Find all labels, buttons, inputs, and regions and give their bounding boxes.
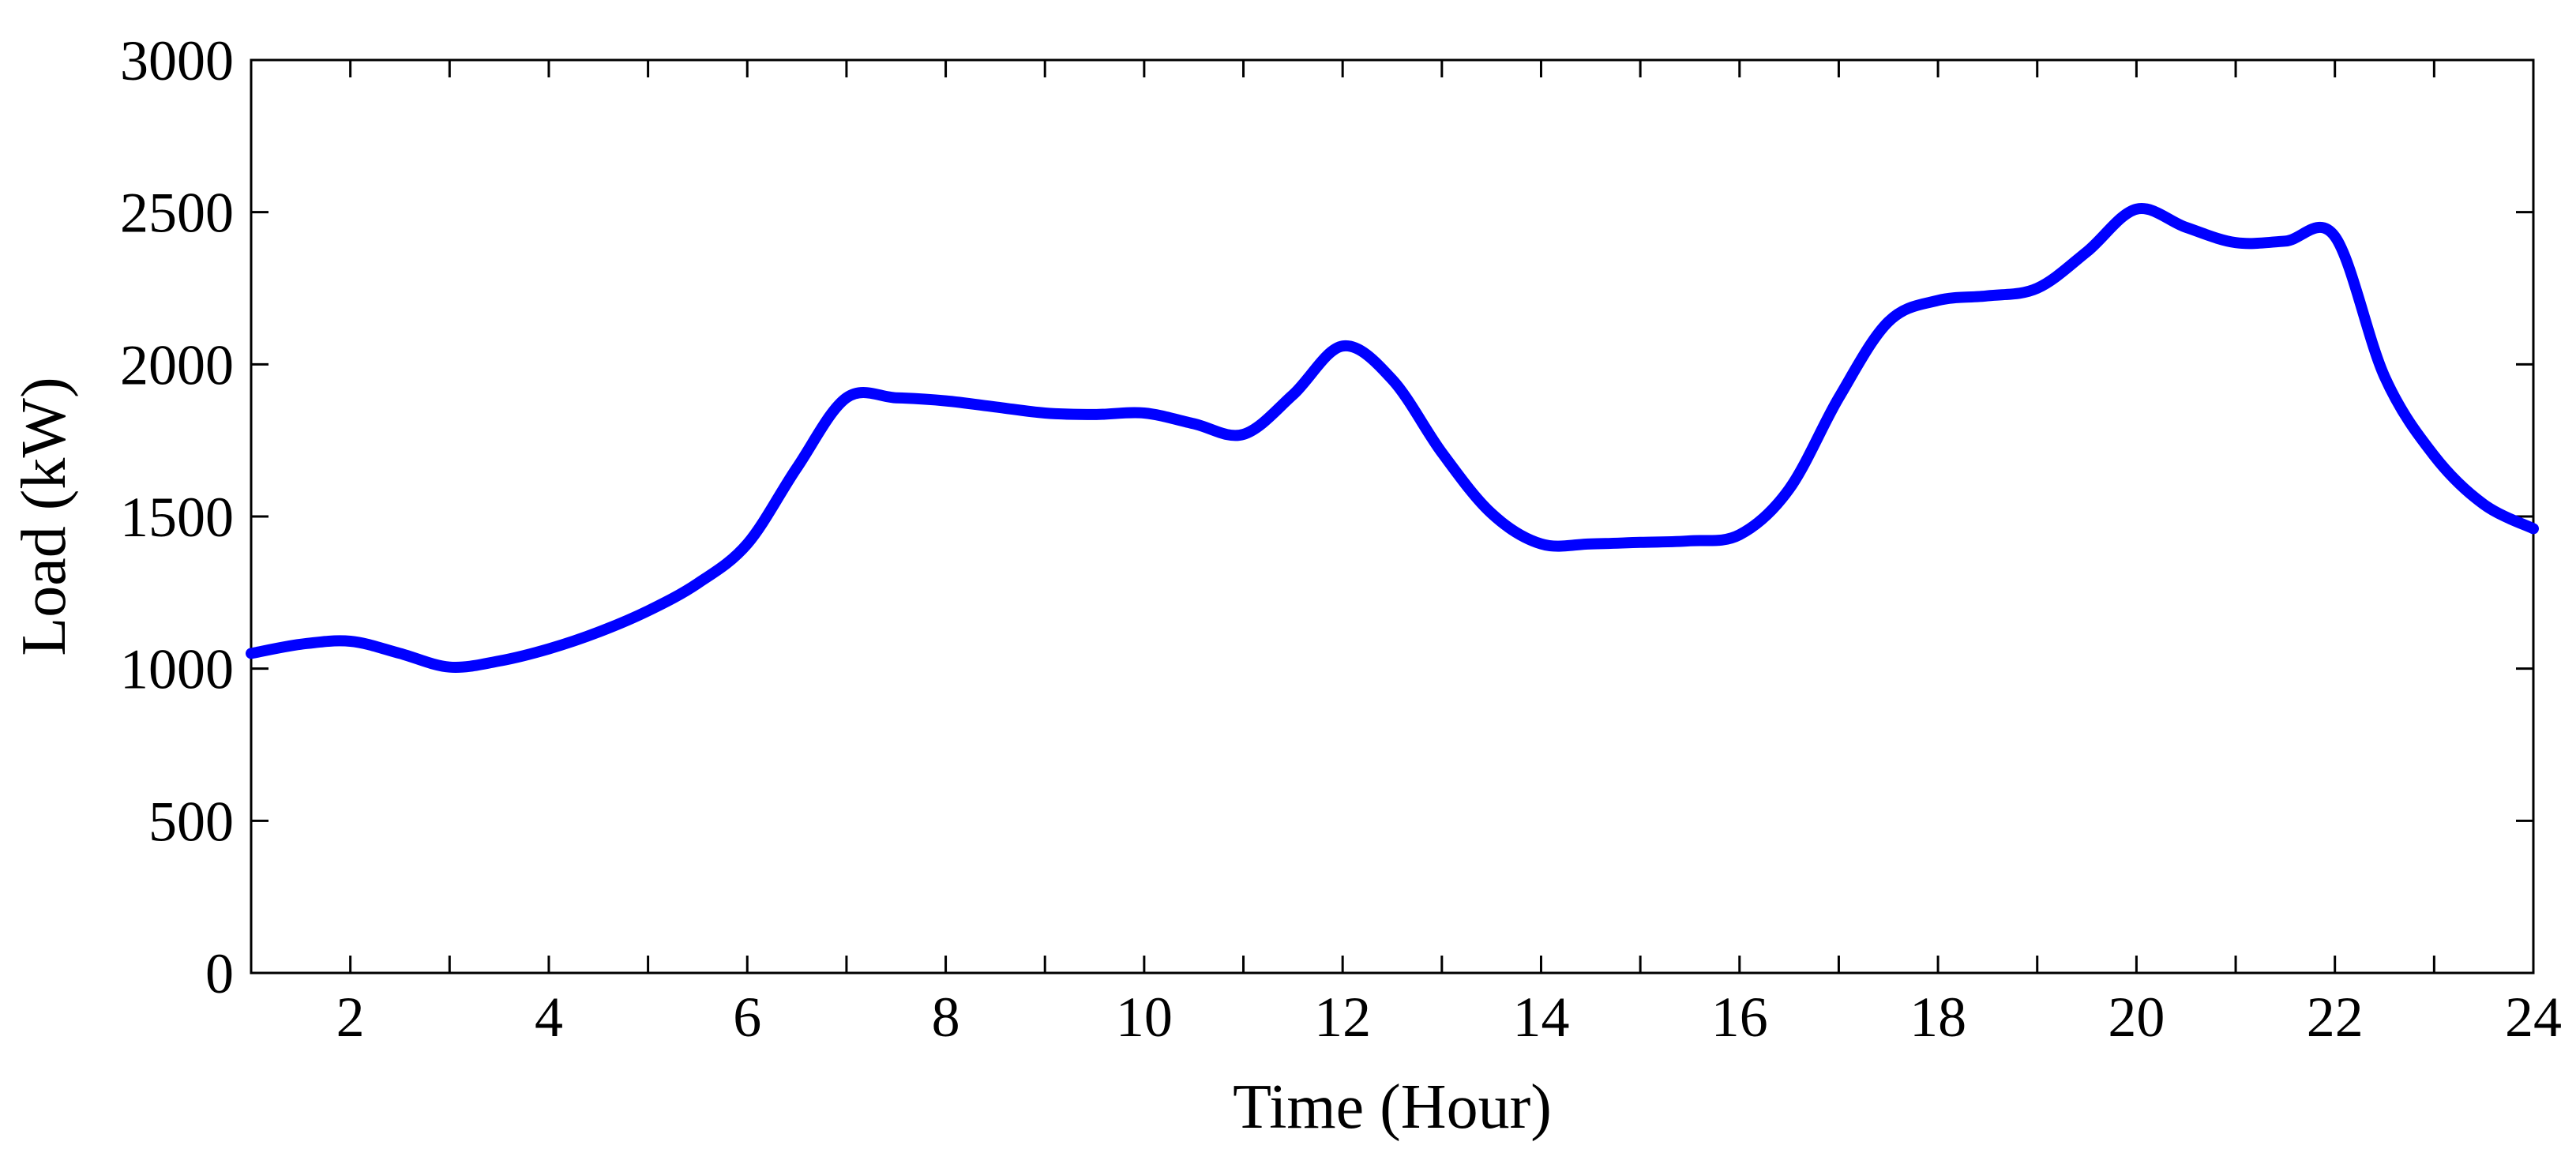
y-tick-label: 1500 bbox=[120, 486, 234, 549]
x-tick-label: 6 bbox=[733, 986, 761, 1049]
series-layer bbox=[246, 203, 2539, 673]
tick-marks bbox=[250, 58, 2535, 975]
x-axis-label: Time (Hour) bbox=[1233, 1072, 1552, 1142]
y-tick-label: 500 bbox=[148, 790, 234, 853]
x-tick-label: 20 bbox=[2108, 986, 2165, 1049]
y-tick-label: 0 bbox=[205, 942, 234, 1005]
x-tick-label: 10 bbox=[1116, 986, 1173, 1049]
y-tick-label: 2000 bbox=[120, 333, 234, 396]
load-series-line bbox=[246, 203, 2539, 673]
x-tick-label: 24 bbox=[2505, 986, 2562, 1049]
x-tick-label: 8 bbox=[932, 986, 960, 1049]
x-tick-label: 22 bbox=[2307, 986, 2364, 1049]
x-tick-label: 14 bbox=[1512, 986, 1569, 1049]
x-tick-label: 12 bbox=[1314, 986, 1371, 1049]
y-axis-label: Load (kW) bbox=[9, 377, 79, 655]
x-tick-label: 4 bbox=[535, 986, 563, 1049]
y-tick-label: 3000 bbox=[120, 29, 234, 92]
plot-area bbox=[250, 58, 2535, 975]
y-tick-label: 2500 bbox=[120, 182, 234, 245]
x-tick-label: 16 bbox=[1711, 986, 1768, 1049]
x-tick-label: 18 bbox=[1909, 986, 1966, 1049]
x-tick-label: 2 bbox=[336, 986, 365, 1049]
y-tick-label: 1000 bbox=[120, 638, 234, 701]
axes-frame bbox=[250, 58, 2535, 975]
tick-labels: 2 4 6 8 10 12 14 16 18 20 22 2405001000150020002500… bbox=[120, 29, 2562, 1049]
